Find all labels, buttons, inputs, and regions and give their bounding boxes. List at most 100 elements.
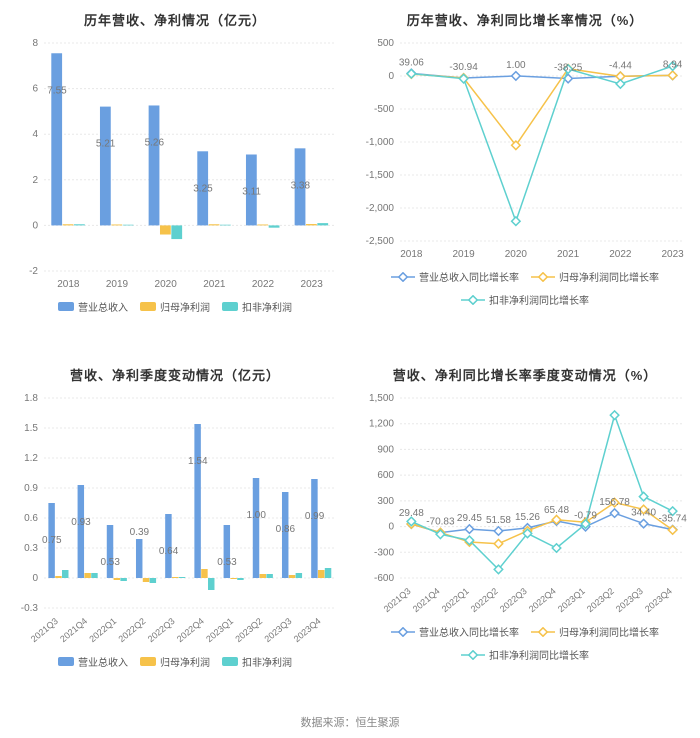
svg-text:15.26: 15.26: [515, 512, 540, 523]
svg-text:34.40: 34.40: [631, 508, 656, 519]
svg-text:2022Q4: 2022Q4: [527, 586, 558, 614]
svg-text:1,200: 1,200: [369, 419, 394, 430]
swatch-icon: [222, 657, 238, 666]
chart-title: 营收、净利同比增长率季度变动情况（%）: [356, 365, 694, 384]
legend-item: 扣非净利润: [222, 299, 292, 314]
svg-text:-0.3: -0.3: [21, 603, 39, 614]
svg-text:2021Q4: 2021Q4: [58, 616, 89, 644]
line-swatch-icon: [391, 627, 415, 637]
swatch-icon: [58, 657, 74, 666]
svg-text:0.86: 0.86: [276, 524, 296, 535]
svg-text:0.9: 0.9: [24, 483, 38, 494]
svg-text:2019: 2019: [106, 279, 129, 290]
svg-text:2020: 2020: [155, 279, 178, 290]
legend-label: 扣非净利润: [242, 654, 292, 669]
svg-text:5.21: 5.21: [96, 139, 116, 150]
legend-label: 归母净利润: [160, 654, 210, 669]
svg-text:6: 6: [32, 84, 38, 95]
svg-text:-2,000: -2,000: [366, 203, 395, 214]
svg-text:2023Q1: 2023Q1: [204, 616, 235, 644]
svg-text:5.26: 5.26: [145, 137, 165, 148]
svg-text:2023: 2023: [662, 249, 685, 260]
svg-text:2020: 2020: [505, 249, 528, 260]
svg-text:1.54: 1.54: [188, 456, 208, 467]
svg-text:0.53: 0.53: [100, 557, 120, 568]
legend-label: 归母净利润: [160, 299, 210, 314]
swatch-icon: [58, 302, 74, 311]
svg-text:39.06: 39.06: [399, 57, 424, 68]
svg-text:-2: -2: [29, 266, 38, 277]
svg-text:2023: 2023: [301, 279, 324, 290]
svg-text:0.3: 0.3: [24, 543, 38, 554]
svg-text:300: 300: [377, 496, 394, 507]
svg-text:0: 0: [388, 71, 394, 82]
svg-text:7.55: 7.55: [47, 85, 67, 96]
svg-text:29.48: 29.48: [399, 508, 424, 519]
svg-text:2: 2: [32, 175, 38, 186]
line-swatch-icon: [391, 272, 415, 282]
svg-text:156.78: 156.78: [599, 497, 630, 508]
svg-text:0: 0: [388, 522, 394, 533]
chart-title: 历年营收、净利情况（亿元）: [6, 10, 344, 29]
svg-text:-35.74: -35.74: [658, 514, 687, 525]
panel-quarterly-growth: 营收、净利同比增长率季度变动情况（%） -600-30003006009001,…: [350, 355, 700, 710]
legend-item: 营业总收入: [58, 654, 128, 669]
svg-text:2021Q3: 2021Q3: [382, 586, 413, 614]
svg-text:2018: 2018: [400, 249, 423, 260]
legend-item: 归母净利润同比增长率: [531, 269, 659, 284]
legend-item: 扣非净利润同比增长率: [461, 292, 589, 307]
legend-label: 营业总收入: [78, 299, 128, 314]
svg-text:900: 900: [377, 444, 394, 455]
svg-text:3.25: 3.25: [193, 183, 213, 194]
legend-item: 营业总收入同比增长率: [391, 269, 519, 284]
svg-text:2021Q3: 2021Q3: [29, 616, 60, 644]
svg-text:-30.94: -30.94: [449, 62, 478, 73]
svg-text:2021: 2021: [557, 249, 580, 260]
plot-area: -600-30003006009001,2001,50029.48-70.832…: [356, 390, 694, 620]
swatch-icon: [140, 302, 156, 311]
svg-text:2022Q4: 2022Q4: [175, 616, 206, 644]
svg-text:-4.44: -4.44: [609, 60, 632, 71]
svg-text:8: 8: [32, 38, 38, 49]
svg-text:1.00: 1.00: [506, 60, 526, 71]
swatch-icon: [140, 657, 156, 666]
svg-text:2023Q2: 2023Q2: [233, 616, 264, 644]
panel-quarterly-bar: 营收、净利季度变动情况（亿元） -0.300.30.60.91.21.51.80…: [0, 355, 350, 710]
svg-text:1.2: 1.2: [24, 453, 38, 464]
line-swatch-icon: [461, 295, 485, 305]
svg-text:-600: -600: [374, 573, 394, 584]
svg-text:0.99: 0.99: [305, 511, 325, 522]
svg-text:0.39: 0.39: [130, 527, 150, 538]
svg-text:2022Q3: 2022Q3: [146, 616, 177, 644]
svg-text:0.75: 0.75: [42, 535, 62, 546]
svg-text:65.48: 65.48: [544, 505, 569, 516]
chart-grid: 历年营收、净利情况（亿元） -2024687.5520185.2120195.2…: [0, 0, 700, 710]
svg-text:-300: -300: [374, 547, 394, 558]
line-swatch-icon: [531, 627, 555, 637]
svg-text:2022Q1: 2022Q1: [440, 586, 471, 614]
legend-label: 营业总收入同比增长率: [419, 624, 519, 639]
svg-text:2019: 2019: [452, 249, 475, 260]
svg-text:0.6: 0.6: [24, 513, 38, 524]
svg-text:2021Q4: 2021Q4: [411, 586, 442, 614]
svg-text:0.53: 0.53: [217, 557, 237, 568]
legend-label: 扣非净利润同比增长率: [489, 647, 589, 662]
legend-item: 扣非净利润: [222, 654, 292, 669]
legend-label: 归母净利润同比增长率: [559, 624, 659, 639]
line-swatch-icon: [461, 650, 485, 660]
legend-label: 营业总收入: [78, 654, 128, 669]
chart-title: 营收、净利季度变动情况（亿元）: [6, 365, 344, 384]
svg-text:-0.79: -0.79: [574, 511, 597, 522]
plot-area: -2,500-2,000-1,500-1,000-500050039.06-30…: [356, 35, 694, 265]
legend-label: 营业总收入同比增长率: [419, 269, 519, 284]
svg-text:0.93: 0.93: [71, 517, 91, 528]
svg-text:3.11: 3.11: [242, 186, 261, 197]
chart-title: 历年营收、净利同比增长率情况（%）: [356, 10, 694, 29]
svg-text:2023Q2: 2023Q2: [585, 586, 616, 614]
svg-text:500: 500: [377, 38, 394, 49]
plot-area: -0.300.30.60.91.21.51.80.752021Q30.93202…: [6, 390, 344, 650]
legend-item: 归母净利润: [140, 654, 210, 669]
swatch-icon: [222, 302, 238, 311]
legend-item: 归母净利润: [140, 299, 210, 314]
svg-text:-70.83: -70.83: [426, 517, 455, 528]
